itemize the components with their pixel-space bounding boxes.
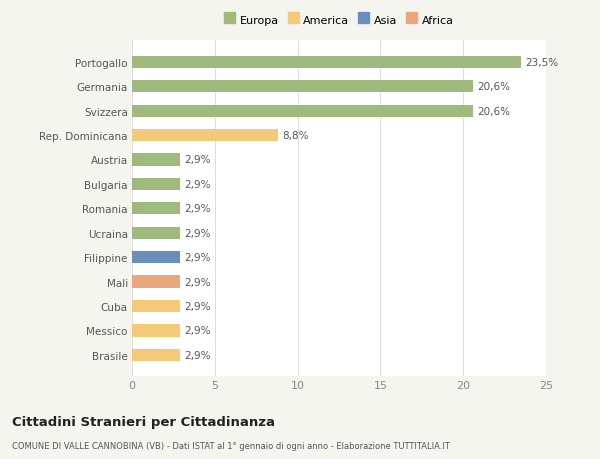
Text: 2,9%: 2,9%: [184, 204, 211, 214]
Text: 2,9%: 2,9%: [184, 326, 211, 336]
Legend: Europa, America, Asia, Africa: Europa, America, Asia, Africa: [222, 13, 456, 28]
Text: 2,9%: 2,9%: [184, 252, 211, 263]
Bar: [132, 129, 278, 142]
Text: COMUNE DI VALLE CANNOBINA (VB) - Dati ISTAT al 1° gennaio di ogni anno - Elabora: COMUNE DI VALLE CANNOBINA (VB) - Dati IS…: [12, 441, 450, 450]
Text: 2,9%: 2,9%: [184, 155, 211, 165]
Bar: [132, 81, 473, 93]
Text: 2,9%: 2,9%: [184, 301, 211, 311]
Text: 2,9%: 2,9%: [184, 277, 211, 287]
Text: 2,9%: 2,9%: [184, 179, 211, 190]
Bar: [132, 203, 180, 215]
Text: 2,9%: 2,9%: [184, 350, 211, 360]
Bar: [132, 56, 521, 69]
Text: 2,9%: 2,9%: [184, 228, 211, 238]
Bar: [132, 325, 180, 337]
Bar: [132, 300, 180, 313]
Text: Cittadini Stranieri per Cittadinanza: Cittadini Stranieri per Cittadinanza: [12, 415, 275, 428]
Bar: [132, 154, 180, 166]
Text: 20,6%: 20,6%: [477, 82, 510, 92]
Bar: [132, 252, 180, 263]
Text: 20,6%: 20,6%: [477, 106, 510, 117]
Bar: [132, 276, 180, 288]
Text: 8,8%: 8,8%: [282, 131, 308, 141]
Bar: [132, 349, 180, 361]
Bar: [132, 227, 180, 239]
Bar: [132, 179, 180, 190]
Bar: [132, 105, 473, 118]
Text: 23,5%: 23,5%: [526, 58, 559, 67]
